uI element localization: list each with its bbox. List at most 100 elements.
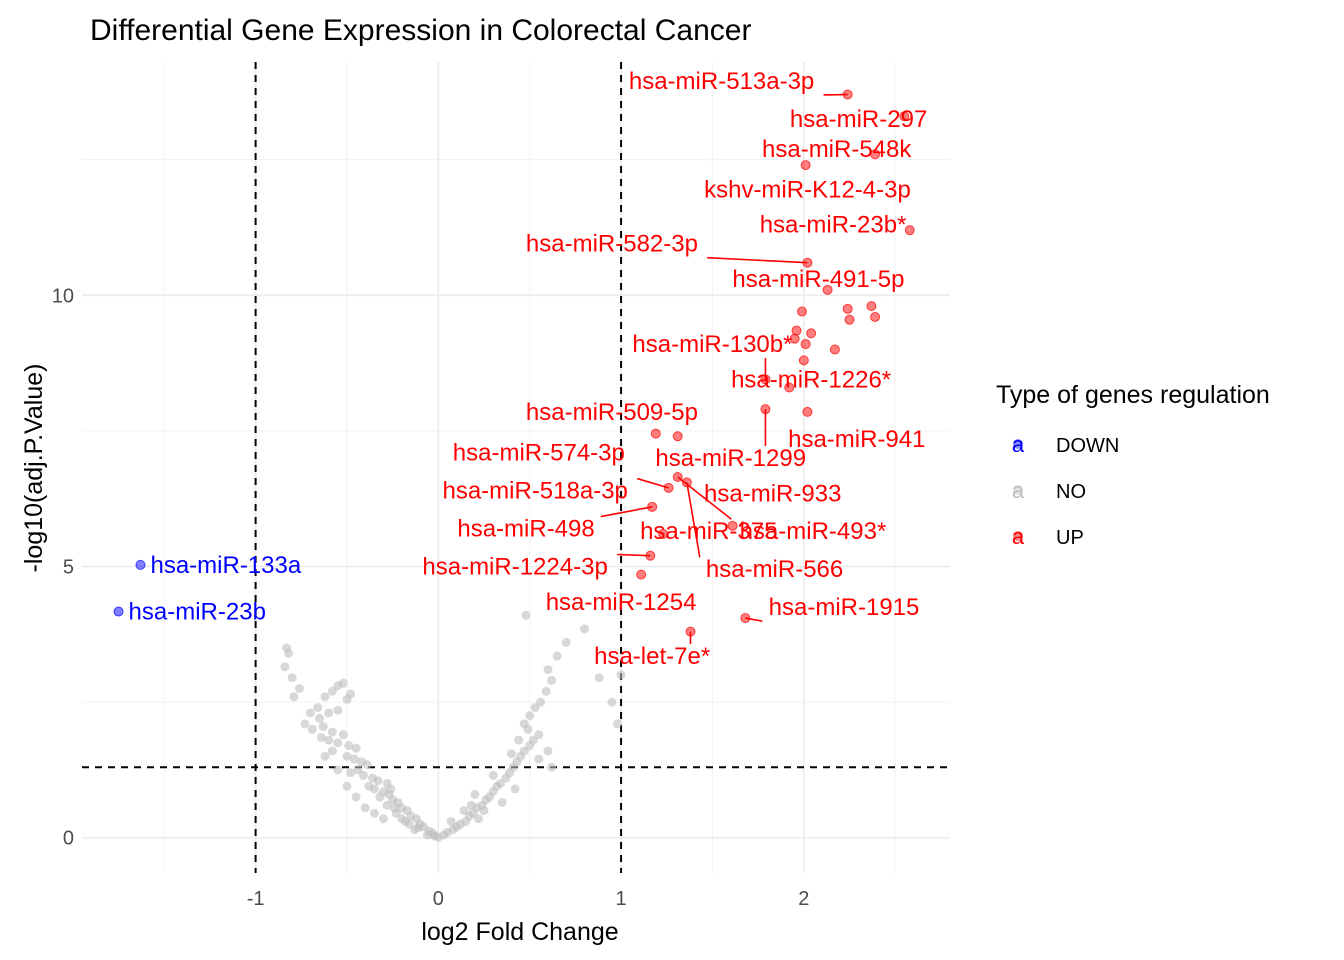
ns-point <box>283 648 293 658</box>
ns-point <box>338 730 348 740</box>
ns-point <box>342 781 352 791</box>
gene-label: hsa-miR-375 <box>640 518 777 545</box>
y-tick-label: 0 <box>63 828 74 850</box>
ns-point <box>294 684 304 694</box>
ns-point <box>543 665 553 675</box>
up-point <box>789 333 800 344</box>
ns-point <box>459 806 469 816</box>
ns-point <box>474 814 484 824</box>
ns-point <box>333 738 343 748</box>
gene-label: hsa-miR-941 <box>788 426 925 453</box>
up-point <box>870 311 881 322</box>
label-connector <box>617 553 651 557</box>
gene-label: hsa-miR-1254 <box>546 589 697 616</box>
ns-point <box>552 651 562 661</box>
legend-key-point <box>1013 439 1023 449</box>
ns-point <box>413 823 423 833</box>
gene-label: hsa-miR-1915 <box>769 594 920 621</box>
ns-point <box>525 711 535 721</box>
gene-label: hsa-miR-23b <box>129 599 266 626</box>
up-point <box>870 149 881 160</box>
ns-point <box>530 703 540 713</box>
ns-point <box>510 784 520 794</box>
up-point <box>842 89 853 100</box>
label-connectors <box>600 93 848 645</box>
up-point <box>822 284 833 295</box>
ns-point <box>547 762 557 772</box>
ns-point <box>327 746 337 756</box>
x-tick-label: 2 <box>798 888 809 910</box>
gene-label: hsa-miR-933 <box>704 480 841 507</box>
y-tick-label: 5 <box>63 557 74 579</box>
legend-key-point <box>1013 485 1023 495</box>
legend: Type of genes regulation a DOWN a NO a UP <box>996 381 1270 549</box>
legend-label: NO <box>1056 481 1086 503</box>
up-point <box>806 328 817 339</box>
ns-point <box>528 735 538 745</box>
ns-point <box>607 697 617 707</box>
up-point <box>672 471 683 482</box>
up-point <box>760 404 771 415</box>
significant-points <box>113 89 915 637</box>
gene-label: hsa-miR-1226* <box>731 366 891 393</box>
up-point <box>727 520 738 531</box>
ns-point <box>316 732 326 742</box>
ns-point <box>541 686 551 696</box>
legend-label: DOWN <box>1056 435 1119 457</box>
gene-label: hsa-miR-498 <box>457 516 594 543</box>
ns-point <box>536 697 546 707</box>
ns-point <box>351 792 361 802</box>
label-connector <box>686 482 701 558</box>
legend-label: UP <box>1056 527 1084 549</box>
ns-point <box>397 814 407 824</box>
ns-point <box>307 724 317 734</box>
ns-point <box>616 670 626 680</box>
legend-key-point <box>1013 531 1023 541</box>
ns-point <box>594 673 604 683</box>
ns-point <box>333 705 343 715</box>
x-axis-title: log2 Fold Change <box>421 918 618 946</box>
legend-key-glyph: a <box>1012 524 1025 549</box>
ns-point <box>287 673 297 683</box>
ns-point <box>389 803 399 813</box>
up-point <box>740 613 751 624</box>
non-significant-points <box>280 610 626 842</box>
ns-point <box>470 789 480 799</box>
gene-label: hsa-miR-491-5p <box>732 266 904 293</box>
gene-label: hsa-miR-509-5p <box>526 399 698 426</box>
up-point <box>663 482 674 493</box>
x-tick-label: -1 <box>247 888 265 910</box>
label-connector <box>600 506 653 518</box>
up-point <box>798 355 809 366</box>
ns-point <box>543 746 553 756</box>
y-axis-title: -log10(adj.P.Value) <box>20 364 48 573</box>
ns-point <box>534 754 544 764</box>
gene-label: hsa-miR-566 <box>706 556 843 583</box>
up-point <box>672 431 683 442</box>
ns-point <box>375 792 385 802</box>
up-point <box>791 325 802 336</box>
up-point <box>802 406 813 417</box>
gene-label: hsa-miR-1224-3p <box>422 554 607 581</box>
ns-point <box>353 765 363 775</box>
up-point <box>760 374 771 385</box>
ns-point <box>351 743 361 753</box>
gene-label: hsa-miR-574-3p <box>453 440 625 467</box>
ns-point <box>519 746 529 756</box>
ns-point <box>382 800 392 810</box>
up-point <box>899 111 910 122</box>
legend-key-glyph: a <box>1012 478 1025 503</box>
ns-point <box>315 713 325 723</box>
ns-point <box>300 719 310 729</box>
y-tick-label: 10 <box>52 285 74 307</box>
up-point <box>829 344 840 355</box>
ns-point <box>422 830 432 840</box>
ns-point <box>514 735 524 745</box>
gene-label: hsa-miR-513a-3p <box>629 68 814 95</box>
label-connector <box>707 256 808 264</box>
ns-point <box>612 719 622 729</box>
gene-label: hsa-miR-130b* <box>632 331 792 358</box>
ns-point <box>327 686 337 696</box>
ns-point <box>534 730 544 740</box>
